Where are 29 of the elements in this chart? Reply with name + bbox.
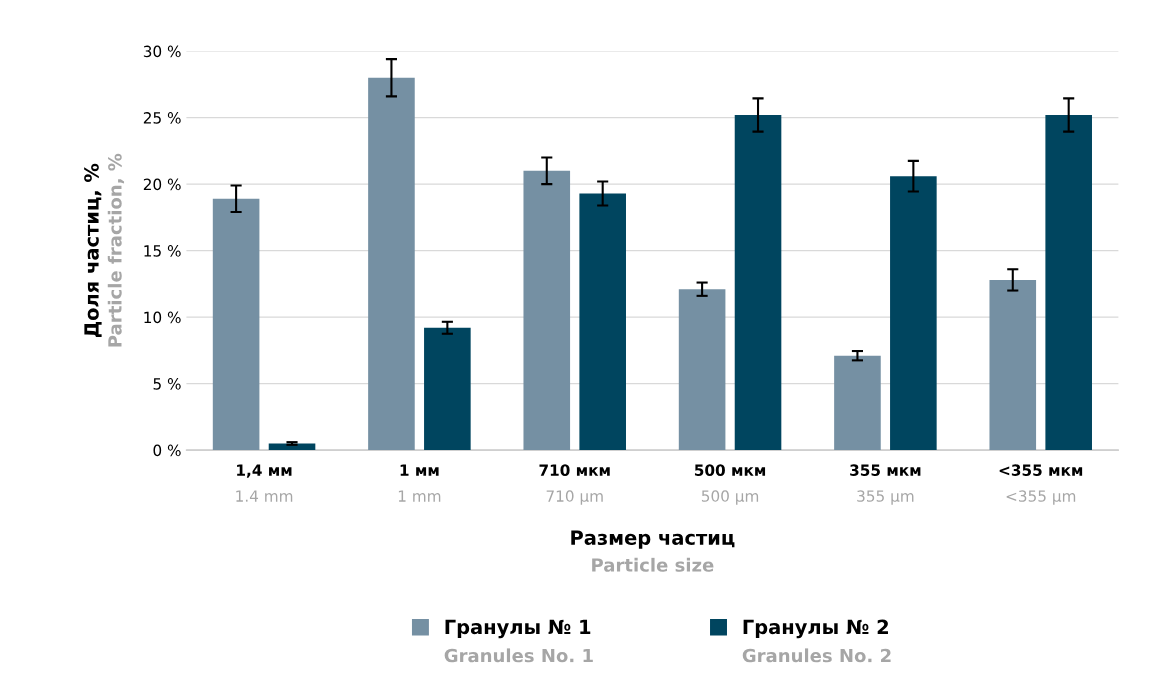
bar (523, 170, 571, 451)
y-tick-label: 5 % (153, 378, 181, 390)
x-tick-label: 710 мкм 710 µm (539, 464, 610, 505)
legend-label: Гранулы № 1 Granules No. 1 (444, 619, 593, 663)
legend-label: Гранулы № 2 Granules No. 2 (742, 619, 891, 663)
bar (368, 77, 415, 451)
y-tick-label: 30 % (143, 45, 181, 58)
bar (834, 355, 881, 451)
y-tick-label: 25 % (143, 112, 181, 124)
bar (734, 114, 782, 451)
y-tick-label: 0 % (153, 444, 181, 457)
y-axis-title: Доля частиц, % Particle fraction, % (84, 153, 125, 347)
x-tick-label: 500 мкм 500 µm (694, 464, 766, 505)
x-tick-label: 1,4 мм 1.4 mm (236, 464, 293, 502)
bar (1045, 114, 1092, 451)
x-tick-label: 1 мм 1 mm (398, 464, 441, 502)
x-axis-title: Размер частиц Particle size (571, 530, 735, 572)
y-tick-label: 10 % (144, 311, 181, 324)
x-tick-label: <355 мкм <355 µm (999, 464, 1083, 505)
bar (579, 193, 626, 451)
bar (212, 198, 260, 451)
bar (678, 289, 726, 451)
bar (268, 443, 316, 451)
x-tick-label: 355 мкм 355 µm (850, 464, 921, 505)
bar (890, 176, 937, 451)
bar (989, 279, 1037, 451)
y-tick-label: 20 % (143, 178, 181, 191)
bar (424, 327, 471, 451)
y-tick-label: 15 % (144, 245, 181, 257)
